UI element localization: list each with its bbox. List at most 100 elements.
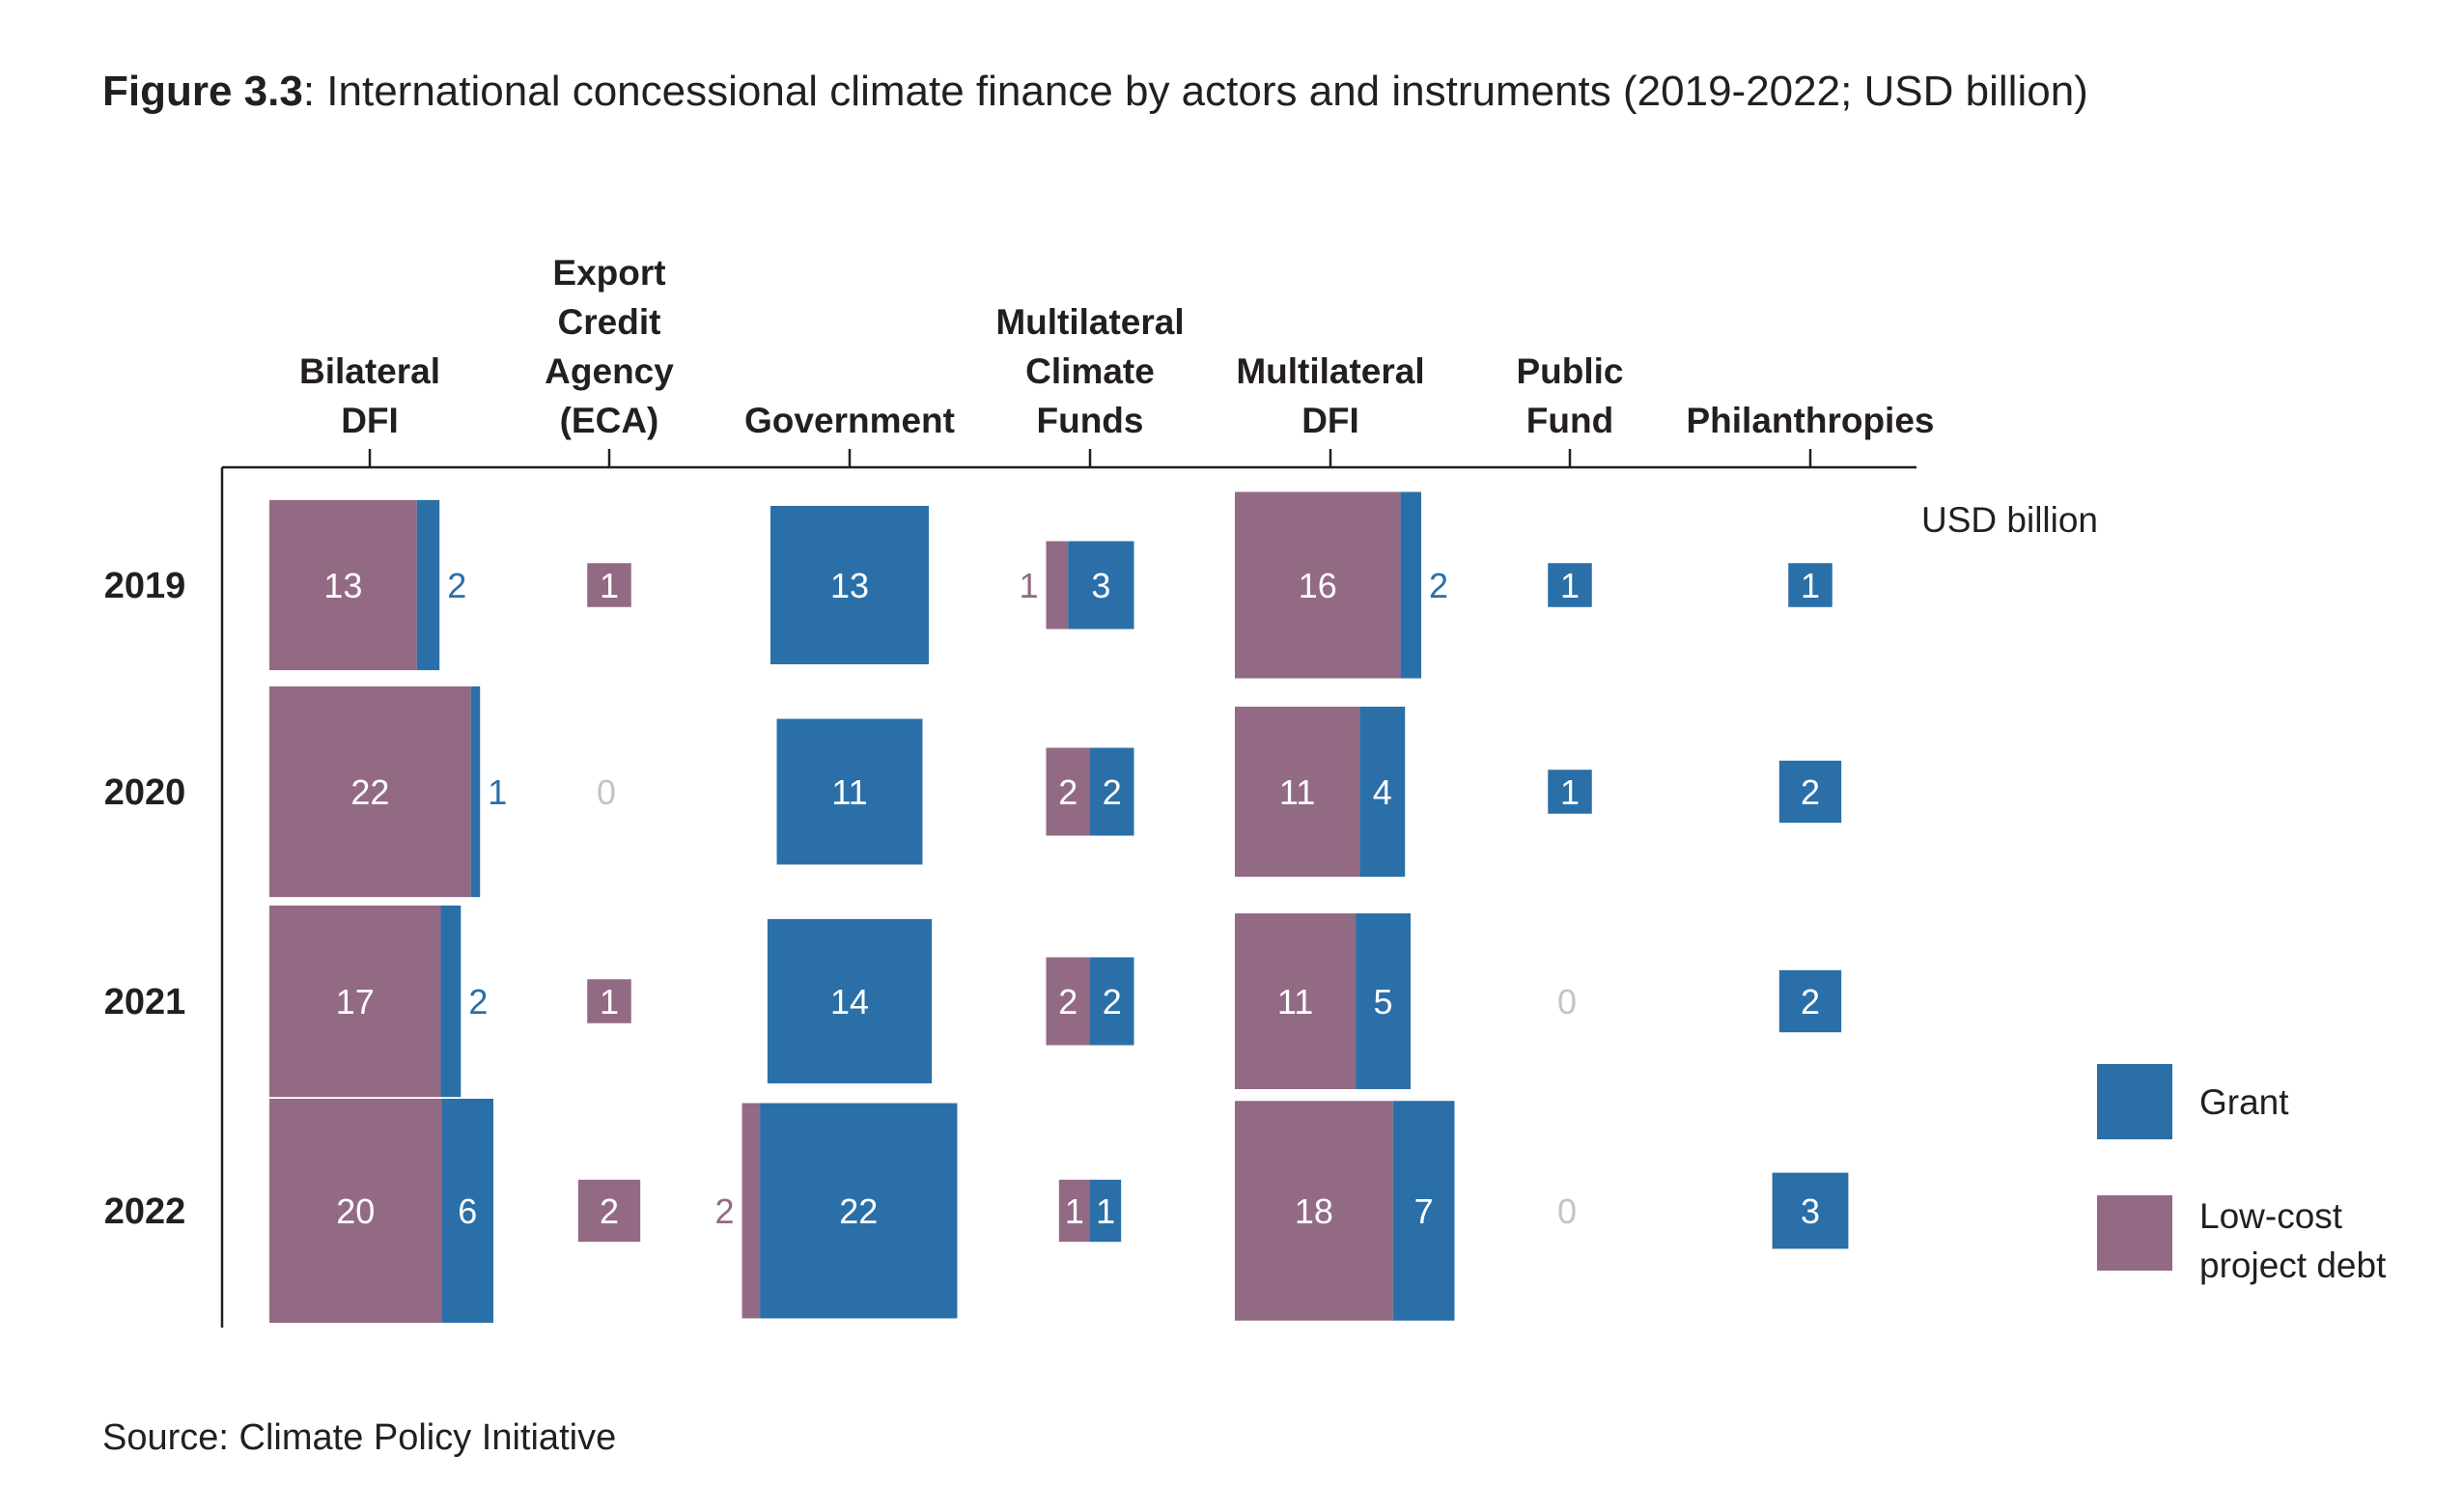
cell-multilateral_dfi-2020 xyxy=(1235,706,1406,878)
label-debt-mcf-2021: 2 xyxy=(1058,982,1077,1022)
chart-title: Figure 3.3: International concessional c… xyxy=(102,68,2088,116)
bar-grant-multilateral_dfi-2021 xyxy=(1356,913,1411,1089)
bar-debt-mcf-2019 xyxy=(1046,541,1069,630)
bar-debt-multilateral_dfi-2021 xyxy=(1235,913,1357,1089)
bar-debt-bilateral_dfi-2019 xyxy=(269,499,417,671)
actor-header-philanthropies: Philanthropies xyxy=(1687,401,1935,440)
legend-swatch-grant xyxy=(2097,1064,2172,1139)
label-grant-multilateral_dfi-2019: 2 xyxy=(1429,566,1448,605)
legend-label-grant: Grant xyxy=(2199,1082,2289,1122)
actor-header-public_fund: Public Fund xyxy=(1516,351,1623,440)
bar-grant-bilateral_dfi-2019 xyxy=(416,499,440,671)
actor-header-line: Export xyxy=(552,253,665,293)
label-zero-eca-2020: 0 xyxy=(597,772,616,812)
label-grant-public_fund-2019: 1 xyxy=(1560,566,1580,605)
actor-header-eca: Export Credit Agency (ECA) xyxy=(545,253,674,440)
label-grant-multilateral_dfi-2020: 4 xyxy=(1373,772,1392,812)
bar-grant-mcf-2021 xyxy=(1090,957,1134,1046)
actor-header-line: (ECA) xyxy=(560,401,659,440)
cell-public_fund-2019 xyxy=(1548,563,1592,607)
bar-grant-multilateral_dfi-2022 xyxy=(1392,1101,1455,1321)
cell-bilateral_dfi-2021 xyxy=(269,905,462,1098)
label-debt-bilateral_dfi-2022: 20 xyxy=(336,1191,375,1231)
legend-label-debt: Low-cost project debt xyxy=(2199,1196,2387,1285)
label-grant-philanthropies-2019: 1 xyxy=(1801,566,1820,605)
data-marks: 13 2 1 13 1 3 16 2 1 122 1 11 2 2 11 4 1 217 2 1 14 2 2 11 5 220 6… xyxy=(269,491,1849,1324)
legend-swatch-debt xyxy=(2097,1195,2172,1271)
actor-header-line: Funds xyxy=(1037,401,1144,440)
cell-multilateral_dfi-2022 xyxy=(1235,1101,1455,1321)
bar-debt-multilateral_dfi-2019 xyxy=(1235,491,1401,679)
label-grant-philanthropies-2020: 2 xyxy=(1801,772,1820,812)
legend-label-line: Low-cost xyxy=(2199,1196,2343,1236)
label-grant-philanthropies-2021: 2 xyxy=(1801,982,1820,1022)
bar-grant-government-2020 xyxy=(776,718,923,865)
bar-grant-public_fund-2020 xyxy=(1548,770,1592,814)
legend-label-line: Grant xyxy=(2199,1082,2289,1122)
label-grant-government-2020: 11 xyxy=(831,772,867,812)
bar-debt-bilateral_dfi-2021 xyxy=(269,905,441,1098)
actor-header-line: Multilateral xyxy=(1236,351,1424,391)
bar-debt-bilateral_dfi-2022 xyxy=(269,1098,442,1324)
actor-header-line: Bilateral xyxy=(299,351,440,391)
bar-grant-mcf-2020 xyxy=(1090,747,1134,836)
actor-header-multilateral_dfi: Multilateral DFI xyxy=(1236,351,1424,440)
bar-debt-bilateral_dfi-2020 xyxy=(269,686,471,898)
label-debt-eca-2019: 1 xyxy=(600,566,619,605)
bar-debt-mcf-2020 xyxy=(1046,747,1090,836)
bar-grant-bilateral_dfi-2022 xyxy=(441,1098,494,1324)
bar-grant-government-2019 xyxy=(769,505,930,665)
label-debt-multilateral_dfi-2020: 11 xyxy=(1279,772,1315,812)
actor-header-line: Agency xyxy=(545,351,674,391)
cell-philanthropies-2020 xyxy=(1778,760,1842,824)
actor-header-line: DFI xyxy=(341,401,399,440)
bar-debt-multilateral_dfi-2022 xyxy=(1235,1101,1393,1321)
cell-multilateral_dfi-2019 xyxy=(1235,491,1422,679)
year-label-2020: 2020 xyxy=(104,772,186,813)
cell-bilateral_dfi-2020 xyxy=(269,686,481,898)
title-text: : International concessional climate fin… xyxy=(302,68,2088,115)
actor-headers: Bilateral DFI Export Credit Agency (ECA) Gover… xyxy=(299,253,1935,440)
cell-bilateral_dfi-2019 xyxy=(269,499,440,671)
label-debt-bilateral_dfi-2019: 13 xyxy=(323,566,362,605)
bar-grant-public_fund-2019 xyxy=(1548,563,1592,607)
source-note: Source: Climate Policy Initiative xyxy=(102,1417,617,1458)
cell-public_fund-2020 xyxy=(1548,770,1592,814)
unit-label: USD billion xyxy=(1921,500,2098,540)
bar-grant-philanthropies-2020 xyxy=(1778,760,1842,824)
label-debt-multilateral_dfi-2019: 16 xyxy=(1299,566,1337,605)
label-debt-bilateral_dfi-2020: 22 xyxy=(350,772,389,812)
bar-grant-philanthropies-2021 xyxy=(1778,969,1842,1033)
year-label-2019: 2019 xyxy=(104,566,186,606)
label-grant-mcf-2022: 1 xyxy=(1096,1191,1115,1231)
bar-grant-mcf-2019 xyxy=(1068,541,1134,630)
cell-eca-2019 xyxy=(587,563,631,607)
legend: Grant Low-cost project debt xyxy=(2097,1064,2387,1285)
bar-grant-government-2022 xyxy=(760,1103,958,1319)
cell-government-2019 xyxy=(769,505,930,665)
bar-grant-mcf-2022 xyxy=(1090,1179,1122,1243)
bar-debt-government-2022 xyxy=(741,1103,761,1319)
bar-grant-government-2021 xyxy=(767,918,933,1084)
label-debt-mcf-2020: 2 xyxy=(1058,772,1077,812)
year-labels: 2019 2020 2021 2022 xyxy=(104,566,186,1232)
actor-header-line: Government xyxy=(744,401,955,440)
label-grant-bilateral_dfi-2022: 6 xyxy=(458,1191,477,1231)
label-grant-mcf-2021: 2 xyxy=(1103,982,1122,1022)
cell-eca-2021 xyxy=(587,979,631,1023)
cell-mcf-2022 xyxy=(1058,1179,1122,1243)
label-grant-philanthropies-2022: 3 xyxy=(1801,1191,1820,1231)
axes xyxy=(220,449,1916,1328)
label-grant-multilateral_dfi-2021: 5 xyxy=(1374,982,1393,1022)
actor-header-line: Fund xyxy=(1526,401,1613,440)
actor-header-line: Credit xyxy=(558,302,661,342)
label-grant-mcf-2020: 2 xyxy=(1103,772,1122,812)
bar-debt-mcf-2022 xyxy=(1058,1179,1090,1243)
label-grant-government-2019: 13 xyxy=(830,566,869,605)
label-debt-multilateral_dfi-2022: 18 xyxy=(1295,1191,1333,1231)
label-grant-multilateral_dfi-2022: 7 xyxy=(1414,1191,1434,1231)
actor-header-line: Multilateral xyxy=(995,302,1184,342)
legend-label-line: project debt xyxy=(2199,1246,2387,1285)
bar-grant-philanthropies-2019 xyxy=(1788,563,1833,607)
